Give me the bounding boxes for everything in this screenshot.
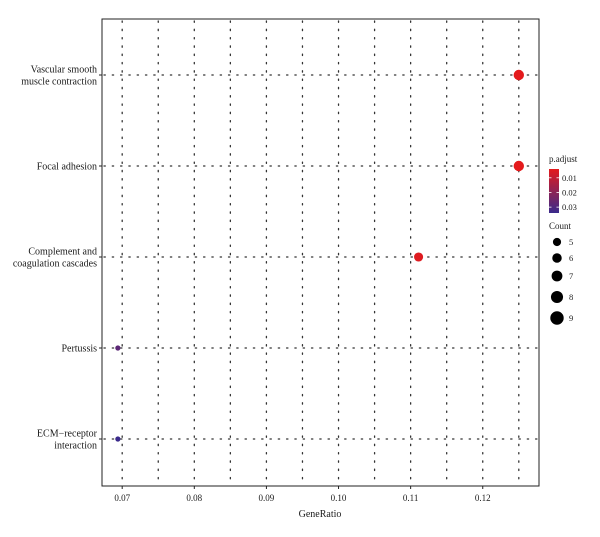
x-tick-label: 0.11 [403,493,418,503]
y-category-label: ECM−receptor [37,429,98,440]
y-category-label: muscle contraction [21,77,97,88]
x-tick-label: 0.10 [331,493,347,503]
x-axis-title: GeneRatio [299,509,342,520]
color-legend-label: 0.01 [562,173,577,183]
color-legend-title: p.adjust [549,154,578,164]
y-category-label: Focal adhesion [37,162,97,173]
size-legend-dot [550,311,564,325]
data-point [115,345,121,351]
y-category-label: Complement and [28,247,97,258]
x-tick-label: 0.07 [114,493,130,503]
size-legend-title: Count [549,221,572,231]
y-category-label: Pertussis [61,344,97,355]
grid-lines [103,20,538,485]
size-legend-label: 7 [569,271,573,281]
size-legend-dot [550,290,564,304]
size-legend-dot [551,270,563,282]
x-tick-label: 0.12 [475,493,491,503]
data-point [414,252,424,262]
size-legend-label: 8 [569,292,573,302]
size-legend-label: 5 [569,237,573,247]
data-points [115,69,525,442]
size-legend-dot [552,237,562,247]
color-legend-label: 0.03 [562,202,577,212]
color-legend-label: 0.02 [562,187,577,197]
data-point [513,69,525,81]
y-category-label: coagulation cascades [13,259,97,270]
plot-panel [101,18,540,487]
x-tick-label: 0.09 [259,493,275,503]
data-point [513,160,525,172]
size-legend-dot [552,253,562,263]
color-legend-bar [549,169,559,213]
x-tick-label: 0.08 [186,493,202,503]
color-legend: p.adjust 0.01 0.02 0.03 [549,154,578,213]
y-category-label: Vascular smooth [31,65,97,76]
size-legend-label: 6 [569,253,573,263]
data-point [115,436,121,442]
size-legend: Count 5 6 7 8 9 [549,221,573,325]
x-axis: 0.07 0.08 0.09 0.10 0.11 0.12 [114,486,491,503]
y-category-label: interaction [54,441,97,452]
size-legend-label: 9 [569,313,573,323]
